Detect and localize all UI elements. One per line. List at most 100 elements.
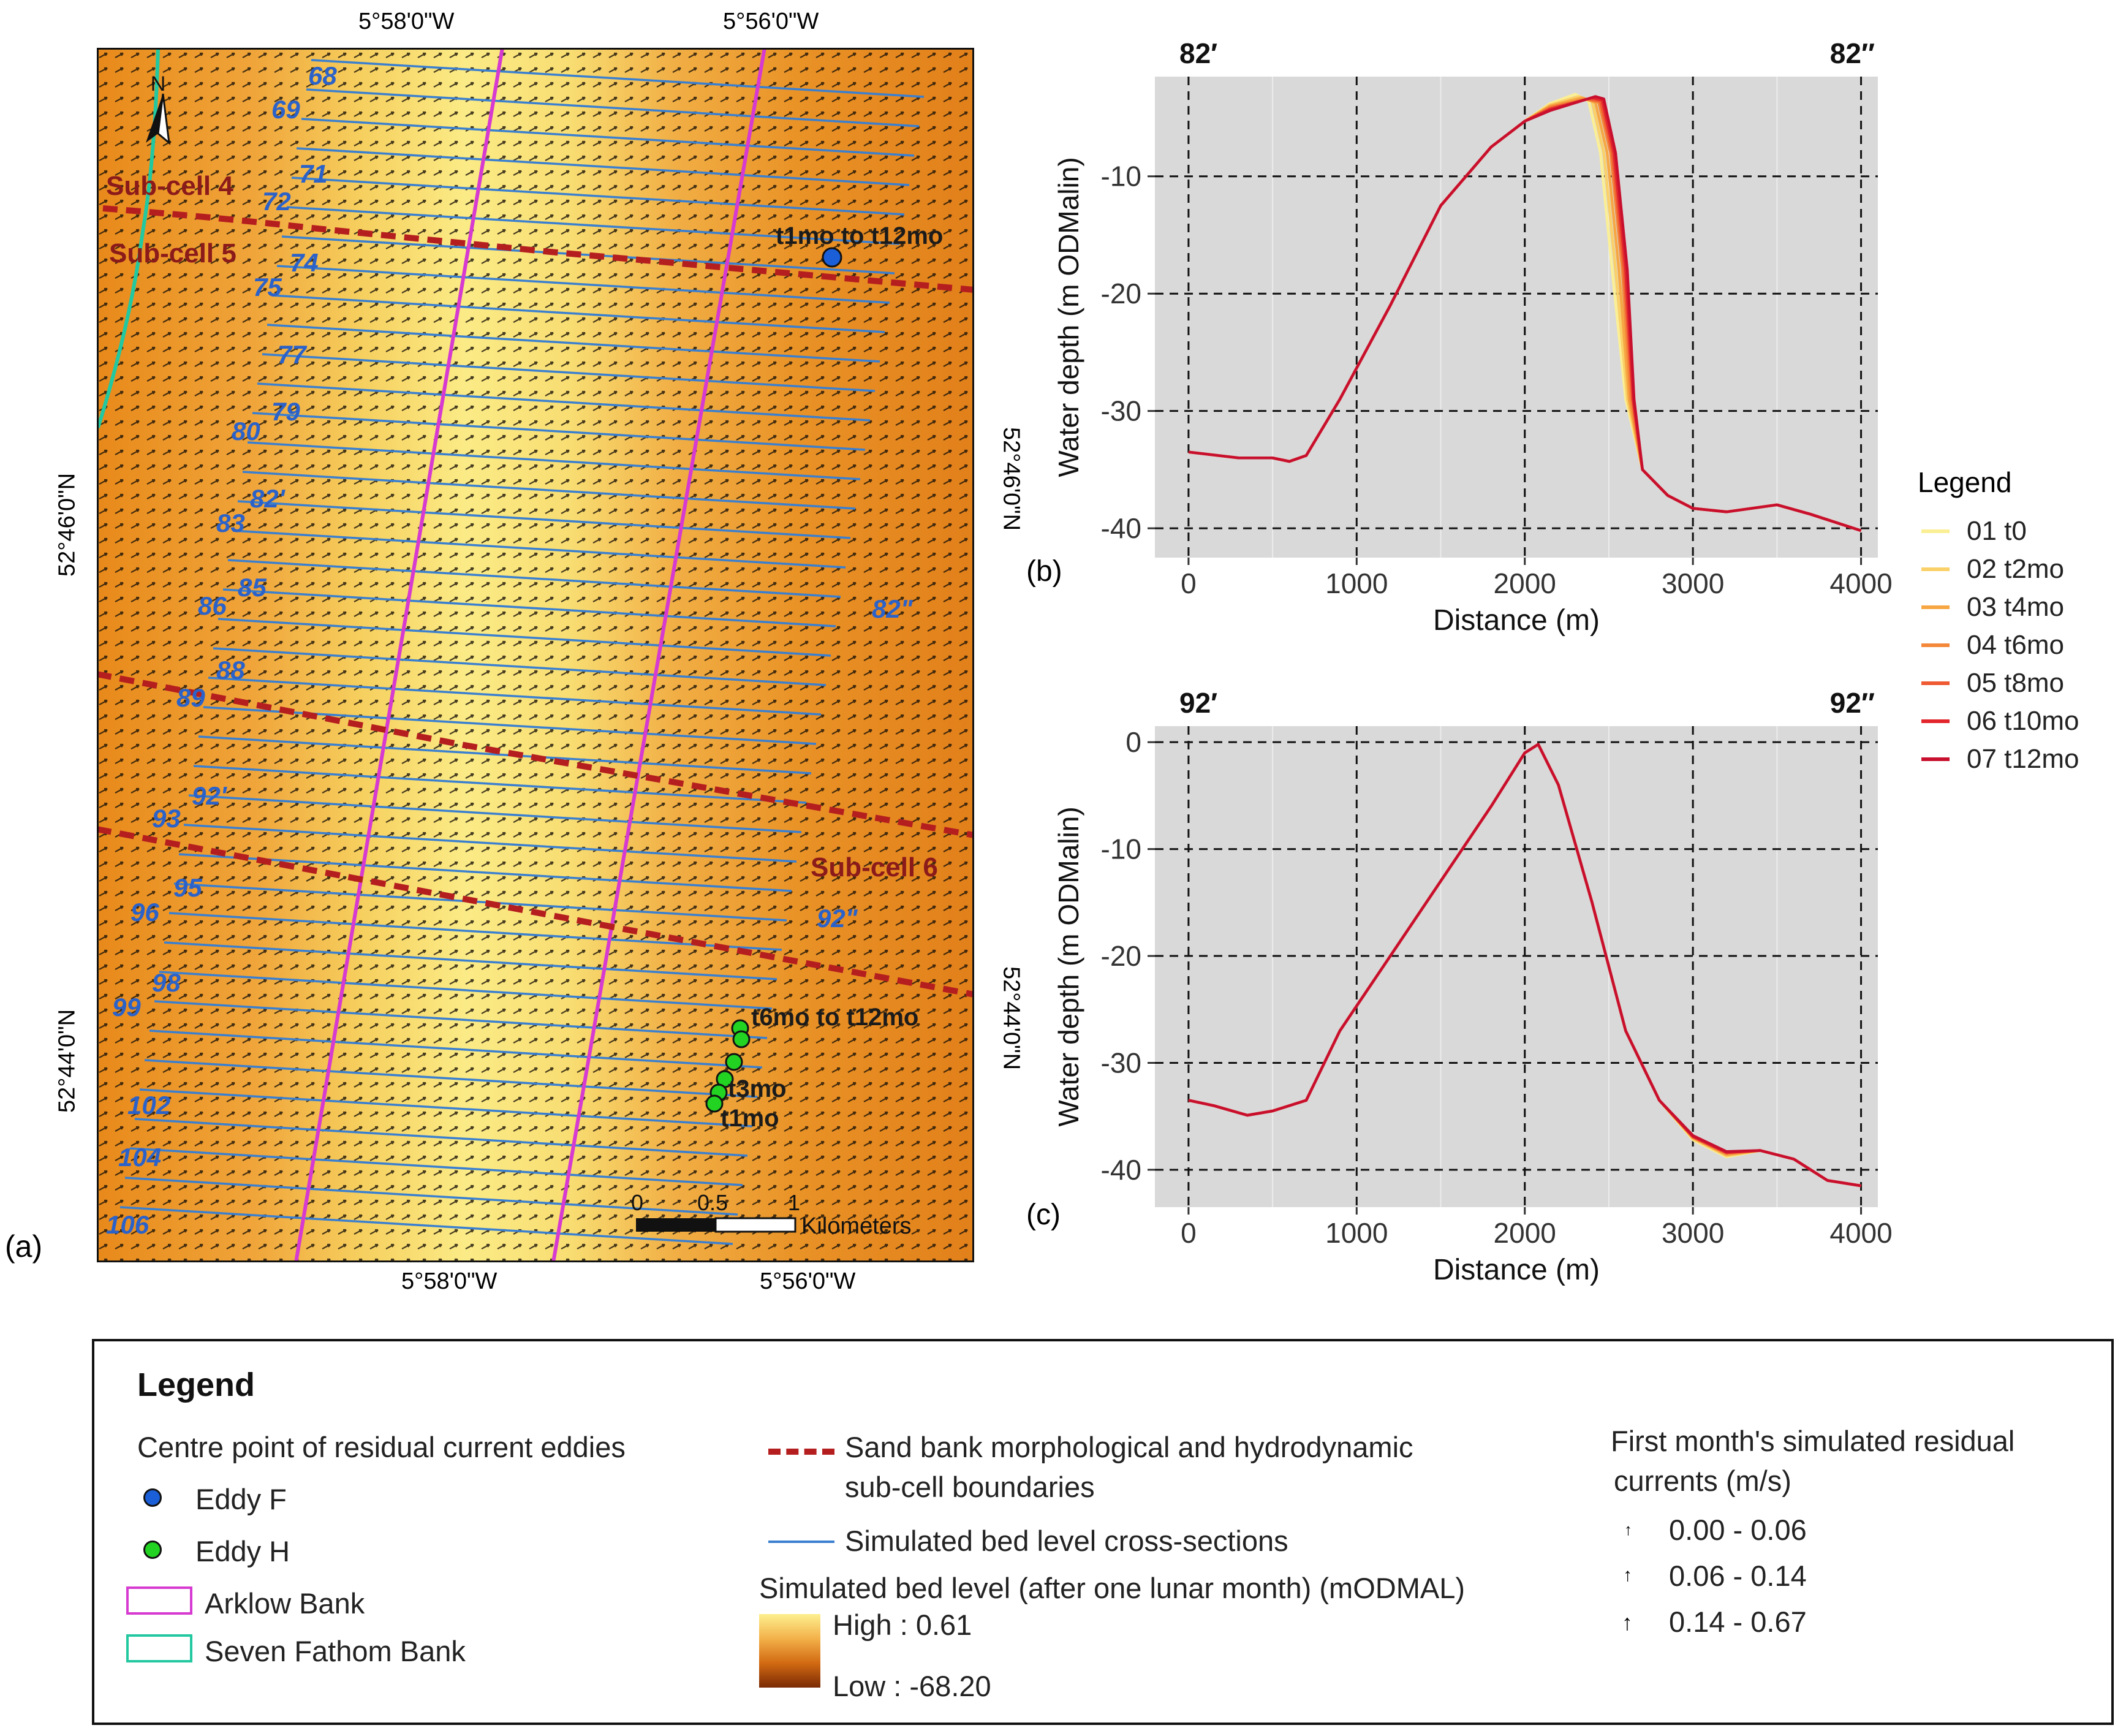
chart-legend-swatch (1921, 681, 1950, 685)
legend-title: Legend (137, 1366, 255, 1403)
profile-chart-92[interactable]: 0 1000 2000 3000 4000 0 -10 -20 -30 -40 Distance (… (1035, 674, 1905, 1311)
y-tick-label: -10 (1101, 161, 1141, 192)
cross-section-line (139, 1088, 753, 1128)
section-label: 82" (872, 594, 914, 623)
cross-section-line (164, 941, 777, 980)
section-label: 88 (216, 656, 245, 684)
eddy-f-marker[interactable] (822, 247, 842, 268)
cross-section-line (119, 1206, 733, 1245)
x-tick-label: 3000 (1662, 1217, 1724, 1249)
cross-section-line (306, 88, 920, 127)
legend-seven-fathom: Seven Fathom Bank (205, 1635, 466, 1667)
chart-legend-label: 06 t10mo (1967, 706, 2079, 736)
eddy-label-h-late: t6mo to t12mo (751, 1004, 918, 1031)
y-axis-label: Water depth (m ODMalin) (1053, 806, 1084, 1126)
x-tick-label: 2000 (1494, 567, 1556, 599)
eddy-label-t3mo: t3mo (728, 1075, 787, 1102)
section-label: 85 (238, 573, 267, 602)
cross-section-line (168, 912, 782, 951)
cross-section-line (227, 559, 841, 598)
section-label: 71 (299, 159, 328, 188)
chart-legend: Legend 01 t0 02 t2mo 03 t4mo 04 t6mo 05 t8mo… (1918, 466, 2126, 778)
subcell-label-6: Sub-cell 6 (811, 852, 938, 882)
chart-legend-swatch (1921, 605, 1950, 609)
cross-section-line (213, 647, 827, 686)
section-start-label: 92′ (1179, 687, 1217, 719)
x-tick-label: 1000 (1325, 1217, 1388, 1249)
x-tick-label: 4000 (1829, 1217, 1892, 1249)
chart-legend-item: 01 t0 (1918, 512, 2126, 550)
cross-section-line (301, 118, 915, 157)
top-lon-label-1: 5°58'0"W (358, 9, 455, 34)
cross-section-line (173, 882, 787, 922)
legend-subcell-line1: Sand bank morphological and hydrodynamic (845, 1431, 1413, 1463)
legend-currents-heading-1: First month's simulated residual (1611, 1425, 2015, 1457)
chart-legend-label: 02 t2mo (1967, 554, 2064, 584)
right-lat-label-2: 52°44'0"N (998, 966, 1024, 1071)
section-label: 93 (152, 804, 181, 833)
section-label: 98 (152, 968, 181, 997)
section-label: 82' (250, 484, 286, 513)
legend-subcell-symbol (768, 1449, 834, 1455)
y-tick-label: -20 (1101, 278, 1141, 309)
cross-section-line (134, 1118, 748, 1157)
cross-section-line (276, 265, 890, 304)
subcell-boundaries (97, 205, 974, 998)
subcell-label-5: Sub-cell 5 (109, 238, 236, 268)
profile-chart-82[interactable]: 0 1000 2000 3000 4000 -10 -20 -30 -40 Distance (m… (1035, 25, 1905, 662)
cross-section-line (237, 500, 851, 539)
chart-legend-title: Legend (1918, 466, 2012, 498)
legend-bed-low: Low : -68.20 (833, 1670, 991, 1702)
north-arrow: N (146, 72, 170, 145)
section-label: 80 (232, 417, 260, 445)
x-tick-label: 0 (1181, 567, 1197, 599)
section-end-label: 92″ (1830, 687, 1875, 719)
cross-section-line (149, 1029, 763, 1069)
cross-section-line (154, 1000, 768, 1039)
section-label: 92' (192, 781, 228, 810)
top-lon-label-2: 5°56'0"W (723, 9, 819, 34)
arklow-bank-outline (294, 48, 766, 1262)
chart-legend-item: 03 t4mo (1918, 588, 2126, 626)
section-label: 95 (173, 873, 202, 902)
subcell-labels: Sub-cell 4 Sub-cell 5 Sub-cell 6 (106, 171, 938, 882)
chart-legend-item: 06 t10mo (1918, 702, 2126, 740)
cross-section-line (247, 441, 861, 480)
section-label: 79 (271, 397, 300, 426)
y-tick-label: -40 (1101, 512, 1141, 544)
eddy-h-track[interactable] (705, 1019, 751, 1113)
series-line (1188, 95, 1862, 533)
x-tick-label: 4000 (1829, 567, 1892, 599)
cross-section-line (262, 353, 876, 392)
cross-section-line (267, 324, 880, 363)
scale-tick-half: 0.5 (697, 1190, 728, 1215)
chart-legend-swatch (1921, 757, 1950, 761)
cross-section-line (129, 1147, 743, 1186)
x-axis-label: Distance (m) (1433, 1254, 1600, 1286)
section-label: 96 (131, 898, 159, 927)
section-label: 74 (290, 248, 319, 277)
section-end-label: 82″ (1830, 37, 1875, 69)
chart-legend-item: 05 t8mo (1918, 664, 2126, 702)
bottom-lon-label-2: 5°56'0"W (760, 1268, 856, 1294)
eddy-label-t1mo: t1mo (721, 1105, 779, 1132)
section-label: 75 (253, 273, 282, 301)
cross-section-line (222, 588, 836, 627)
section-label: 102 (127, 1091, 170, 1120)
cross-section-line (257, 382, 871, 422)
cross-section-line (144, 1059, 758, 1098)
cross-section-line (193, 765, 807, 804)
section-label: 72 (262, 187, 291, 216)
panel-label-b: (b) (1026, 555, 1062, 588)
current-arrow-medium-icon: ↑ (1623, 1565, 1632, 1585)
cross-section-line (286, 206, 900, 245)
section-labels: 68 69 71 72 74 75 77 79 80 82' 83 85 86 … (106, 61, 914, 1239)
y-axis-label: Water depth (m ODMalin) (1053, 157, 1084, 477)
chart-legend-label: 05 t8mo (1967, 668, 2064, 698)
chart-legend-swatch (1921, 719, 1950, 723)
bathymetry-map[interactable]: N Sub-cell 4 Sub-cell 5 Sub-cell 6 68 69… (97, 48, 974, 1262)
legend-current-class-2: 0.06 - 0.14 (1669, 1560, 1807, 1592)
cross-section-line (242, 471, 856, 510)
right-lat-label-1: 52°46'0"N (998, 426, 1024, 531)
legend-eddy-f: Eddy F (195, 1483, 287, 1515)
